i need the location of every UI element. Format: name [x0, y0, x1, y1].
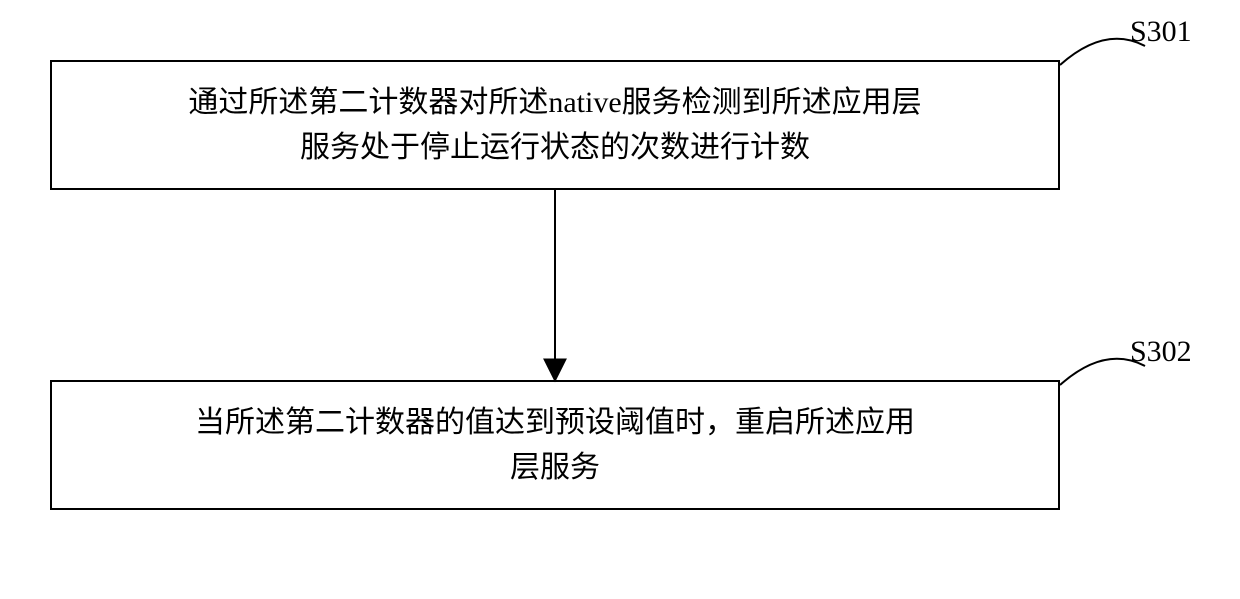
flow-arrow	[0, 0, 1240, 599]
flowchart-canvas: 通过所述第二计数器对所述native服务检测到所述应用层 服务处于停止运行状态的…	[0, 0, 1240, 599]
